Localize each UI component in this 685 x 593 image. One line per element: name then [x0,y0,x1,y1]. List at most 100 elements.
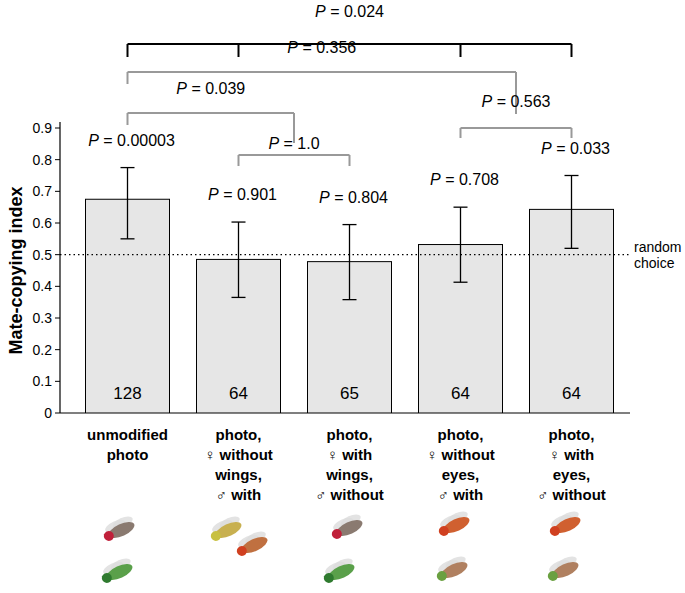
error-cap [454,207,468,208]
bracket-drop [349,155,351,166]
error-cap [121,167,135,168]
chart: 00.10.20.30.40.50.60.70.80.9Mate-copying… [0,0,685,593]
sample-size: 64 [451,384,470,403]
p-value: = 0.024 [326,3,384,20]
y-tick-label: 0.6 [33,215,53,231]
fly-photo [207,514,245,544]
p-value: = 0.901 [219,186,277,203]
error-cap [232,297,246,298]
fly-photo [320,556,358,586]
p-value: = 0.00003 [99,132,175,149]
error-bar [343,225,357,300]
bracket-drop [460,128,462,138]
category-label-line: photo, [549,426,595,443]
reference-line [60,254,630,255]
category-label-line: ♀ without [426,446,495,463]
p-value-annotation: P = 0.804 [319,189,388,206]
p-value: = 0.356 [298,39,356,56]
sample-size: 128 [113,384,141,403]
bracket-line [461,127,572,129]
p-symbol: P [541,140,552,157]
p-value: = 0.039 [187,80,245,97]
y-tick [55,349,60,350]
reference-label: randomchoice [634,239,681,271]
y-tick [55,159,60,160]
category-label-line: photo, [216,426,262,443]
p-value-annotation: P = 0.901 [208,186,277,203]
reference-label-line: random [634,239,681,255]
error-cap [565,175,579,176]
p-symbol: P [315,3,326,20]
error-cap [121,238,135,239]
error-cap [565,248,579,249]
category-label: unmodifiedphoto [87,426,168,463]
fly-head [209,529,222,542]
p-symbol: P [482,93,493,110]
y-tick-label: 0.2 [33,342,53,358]
fly-head [322,571,335,584]
y-tick [55,381,60,382]
p-value: = 0.708 [441,171,499,188]
p-symbol: P [430,171,441,188]
error-bar [565,176,579,249]
fly-head [437,524,450,537]
fly-head [100,571,113,584]
category-label-line: eyes, [553,466,591,483]
category-label: photo,♀ witheyes,♂ without [537,426,606,503]
fly-head [330,527,343,540]
comparison-label: P = 0.024 [315,3,384,20]
comparison-bracket [239,155,350,166]
p-value: = 1.0 [279,135,320,152]
category-label: photo,♀ withoutwings,♂ with [204,426,273,503]
bracket-drop [571,44,573,57]
p-value: = 0.563 [492,93,550,110]
reference-label-line: choice [634,255,675,271]
category-label-line: photo, [327,426,373,443]
error-cap [454,282,468,283]
comparison-bracket [461,128,572,138]
fly-photo [433,554,471,584]
error-stem [238,222,239,297]
y-tick-label: 0.7 [33,183,53,199]
fly-head [546,569,559,582]
sample-size: 64 [562,384,581,403]
comparison-label: P = 0.563 [482,93,551,110]
error-bar [121,168,135,239]
y-tick [55,223,60,224]
y-tick-label: 0.4 [33,278,53,294]
error-bar [454,207,468,282]
category-label-line: ♀ with [327,446,372,463]
fly-head [235,544,248,557]
category-label-line: wings, [325,466,373,483]
bracket-drop [460,44,462,57]
error-cap [232,221,246,222]
p-value-annotation: P = 0.033 [541,140,610,157]
p-value-annotation: P = 0.00003 [88,132,175,149]
p-value: = 0.804 [330,189,388,206]
fly-photo [233,529,271,559]
y-tick [55,413,60,414]
error-stem [127,168,128,239]
category-label-line: photo, [438,426,484,443]
fly-head [102,529,115,542]
p-value: = 0.033 [552,140,610,157]
y-tick [55,254,60,255]
bracket-drop [238,44,240,57]
category-label-line: unmodified [87,426,168,443]
comparison-bracket [128,72,517,114]
error-stem [349,225,350,300]
category-label-line: ♂ with [216,486,261,503]
fly-photo [98,556,136,586]
category-label-line: ♀ with [549,446,594,463]
error-cap [343,224,357,225]
category-label-line: ♂ without [315,486,384,503]
p-symbol: P [208,186,219,203]
bracket-drop [127,44,129,57]
y-axis [59,122,60,413]
fly-photo [435,509,473,539]
bracket-line [239,154,350,156]
p-symbol: P [268,135,279,152]
p-symbol: P [319,189,330,206]
y-tick [55,318,60,319]
y-tick-label: 0.9 [33,120,53,136]
